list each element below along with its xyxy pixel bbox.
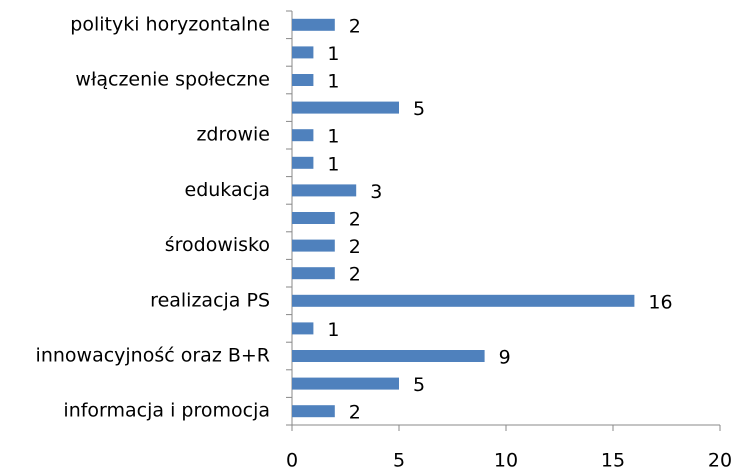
y-tick-label: innowacyjność oraz B+R [36, 345, 270, 367]
x-tick-label: 15 [601, 450, 625, 469]
bar [292, 212, 335, 224]
value-label: 1 [327, 153, 339, 175]
value-label: 16 [648, 291, 672, 313]
y-tick-label: środowisko [165, 234, 270, 256]
y-tick-label: zdrowie [196, 124, 270, 146]
x-tick-label: 0 [286, 450, 298, 469]
value-label: 3 [370, 181, 382, 203]
value-label: 2 [349, 236, 361, 258]
bar [292, 377, 399, 390]
bar [292, 129, 314, 142]
value-label: 5 [413, 374, 425, 396]
x-tick-label: 20 [708, 450, 732, 469]
value-label: 2 [349, 402, 361, 424]
x-tick-label: 10 [494, 450, 518, 469]
value-label: 2 [349, 209, 361, 231]
bar [292, 74, 314, 86]
y-tick-label: realizacja PS [150, 289, 270, 311]
bar [292, 405, 335, 418]
y-tick-label: polityki horyzontalne [70, 13, 270, 35]
value-label: 2 [349, 264, 361, 286]
value-label: 5 [413, 98, 425, 120]
bar [292, 350, 485, 362]
value-label: 1 [327, 71, 339, 93]
value-label: 9 [499, 347, 511, 369]
value-label: 1 [327, 319, 339, 341]
bar [292, 267, 335, 280]
y-tick-label: włączenie społeczne [75, 69, 270, 91]
bar [292, 101, 399, 114]
bar [292, 156, 314, 169]
bar [292, 18, 335, 31]
value-label: 1 [327, 126, 339, 148]
bar [292, 239, 335, 252]
value-label: 1 [327, 43, 339, 65]
bar [292, 46, 314, 59]
bar [292, 294, 635, 307]
y-tick-label: informacja i promocja [63, 400, 270, 422]
bar [292, 322, 314, 335]
x-tick-label: 5 [393, 450, 405, 469]
bar [292, 184, 357, 197]
value-label: 2 [349, 15, 361, 37]
y-tick-label: edukacja [185, 179, 270, 201]
